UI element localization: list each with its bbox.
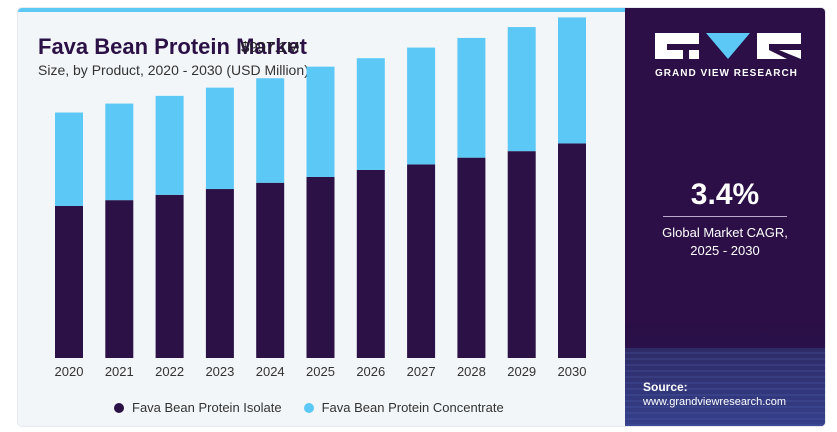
cagr-label: Global Market CAGR, 2025 - 2030 [625,224,825,260]
gvr-logo-icon [655,33,801,59]
legend-item-isolate: Fava Bean Protein Isolate [114,400,282,415]
bar-chart: 2020 2021 2022 2023 2024 $997.1M 2025 2026 2027 2… [55,17,587,379]
legend-label-isolate: Fava Bean Protein Isolate [132,400,282,415]
bar-isolate-2024 [256,182,285,358]
bar-isolate-2021 [105,200,134,358]
top-accent-bar [18,8,625,12]
bar-isolate-2023 [205,189,234,358]
cagr-value: 3.4% [690,178,760,211]
legend-item-concentrate: Fava Bean Protein Concentrate [303,400,504,415]
bar-concentrate-2028 [457,37,486,158]
legend-dot-concentrate [303,402,314,413]
chart-subtitle: Size, by Product, 2020 - 2030 (USD Milli… [38,62,309,78]
bar-isolate-2022 [155,194,184,358]
bar-concentrate-2021 [105,103,134,201]
x-tick-label-2030: 2030 [558,364,587,379]
bar-concentrate-2024 [256,78,285,183]
bar-concentrate-2020 [55,112,83,206]
bar-isolate-2030 [558,143,586,358]
x-tick-label-2023: 2023 [205,364,234,379]
bar-concentrate-2025 [306,66,335,177]
bar-concentrate-2027 [407,47,436,165]
bar-isolate-2025 [306,176,335,358]
x-tick-label-2029: 2029 [507,364,536,379]
legend-dot-isolate [114,402,124,413]
chart-card: Fava Bean Protein Market Size, by Produc… [18,8,825,426]
x-tick-label-2024: 2024 [256,364,285,379]
x-tick-label-2021: 2021 [105,364,134,379]
cagr-label-line1: Global Market CAGR, [662,225,788,240]
x-tick-label-2027: 2027 [407,364,436,379]
sidebar-footer-band [625,348,825,426]
legend-label-concentrate: Fava Bean Protein Concentrate [321,400,504,415]
summary-sidebar: GRAND VIEW RESEARCH 3.4% Global Market C… [625,8,825,426]
bar-isolate-2020 [55,205,83,358]
bar-concentrate-2022 [155,95,184,195]
bar-concentrate-2026 [356,58,385,170]
bar-concentrate-2030 [558,17,586,144]
source-url-link[interactable]: www.grandviewresearch.com [643,396,787,408]
bar-concentrate-2023 [205,87,234,190]
bar-concentrate-2029 [507,27,536,152]
x-tick-label-2022: 2022 [155,364,184,379]
brand-name: GRAND VIEW RESEARCH [655,68,798,79]
chart-title: Fava Bean Protein Market [38,34,307,59]
x-tick-label-2026: 2026 [356,364,385,379]
value-annotation: $997.1M [241,39,299,56]
source-label: Source: [643,380,688,394]
cagr-label-line2: 2025 - 2030 [690,243,760,258]
bar-isolate-2026 [356,169,385,358]
bar-isolate-2029 [507,151,536,358]
x-tick-label-2025: 2025 [306,364,335,379]
cagr-divider [663,216,787,217]
x-tick-label-2028: 2028 [457,364,486,379]
bar-isolate-2028 [457,157,486,358]
chart-legend: Fava Bean Protein Isolate Fava Bean Prot… [114,400,526,415]
x-tick-label-2020: 2020 [55,364,84,379]
bar-isolate-2027 [407,164,436,358]
